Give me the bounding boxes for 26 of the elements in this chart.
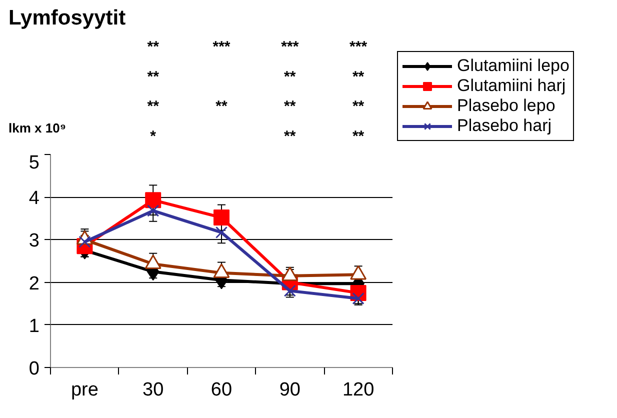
legend-label: Glutamiini harj (457, 76, 566, 96)
text: *** ** (212, 38, 230, 115)
text: ** ** (284, 98, 296, 145)
y-tick-label: 4 (28, 188, 40, 210)
x-tick-label: 60 (210, 380, 232, 400)
y-tick-label: 5 (28, 152, 40, 174)
text: ** ** ** * (147, 38, 160, 145)
chart-title: Lymfosyytit (8, 6, 126, 30)
y-tick-label: 2 (28, 273, 40, 294)
x-tick-label: 30 (142, 380, 164, 400)
x-tick-label: 120 (342, 380, 374, 400)
y-tick-label: 0 (28, 358, 40, 380)
legend-label: Plasebo harj (457, 116, 552, 136)
text: *** ** (281, 38, 299, 86)
y-axis-title: lkm x 10⁹ (8, 120, 66, 136)
x-tick-label: 90 (279, 380, 300, 400)
legend-label: Glutamiini lepo (457, 56, 570, 76)
point (215, 226, 228, 239)
y-tick-label: 3 (28, 230, 40, 252)
y-tick-label: 1 (28, 316, 40, 337)
point (145, 192, 162, 208)
text: *** ** ** ** (350, 38, 368, 145)
legend-label: Plasebo lepo (457, 96, 556, 116)
point (214, 210, 230, 226)
point (147, 204, 160, 217)
x-tick-label: pre (70, 380, 98, 400)
